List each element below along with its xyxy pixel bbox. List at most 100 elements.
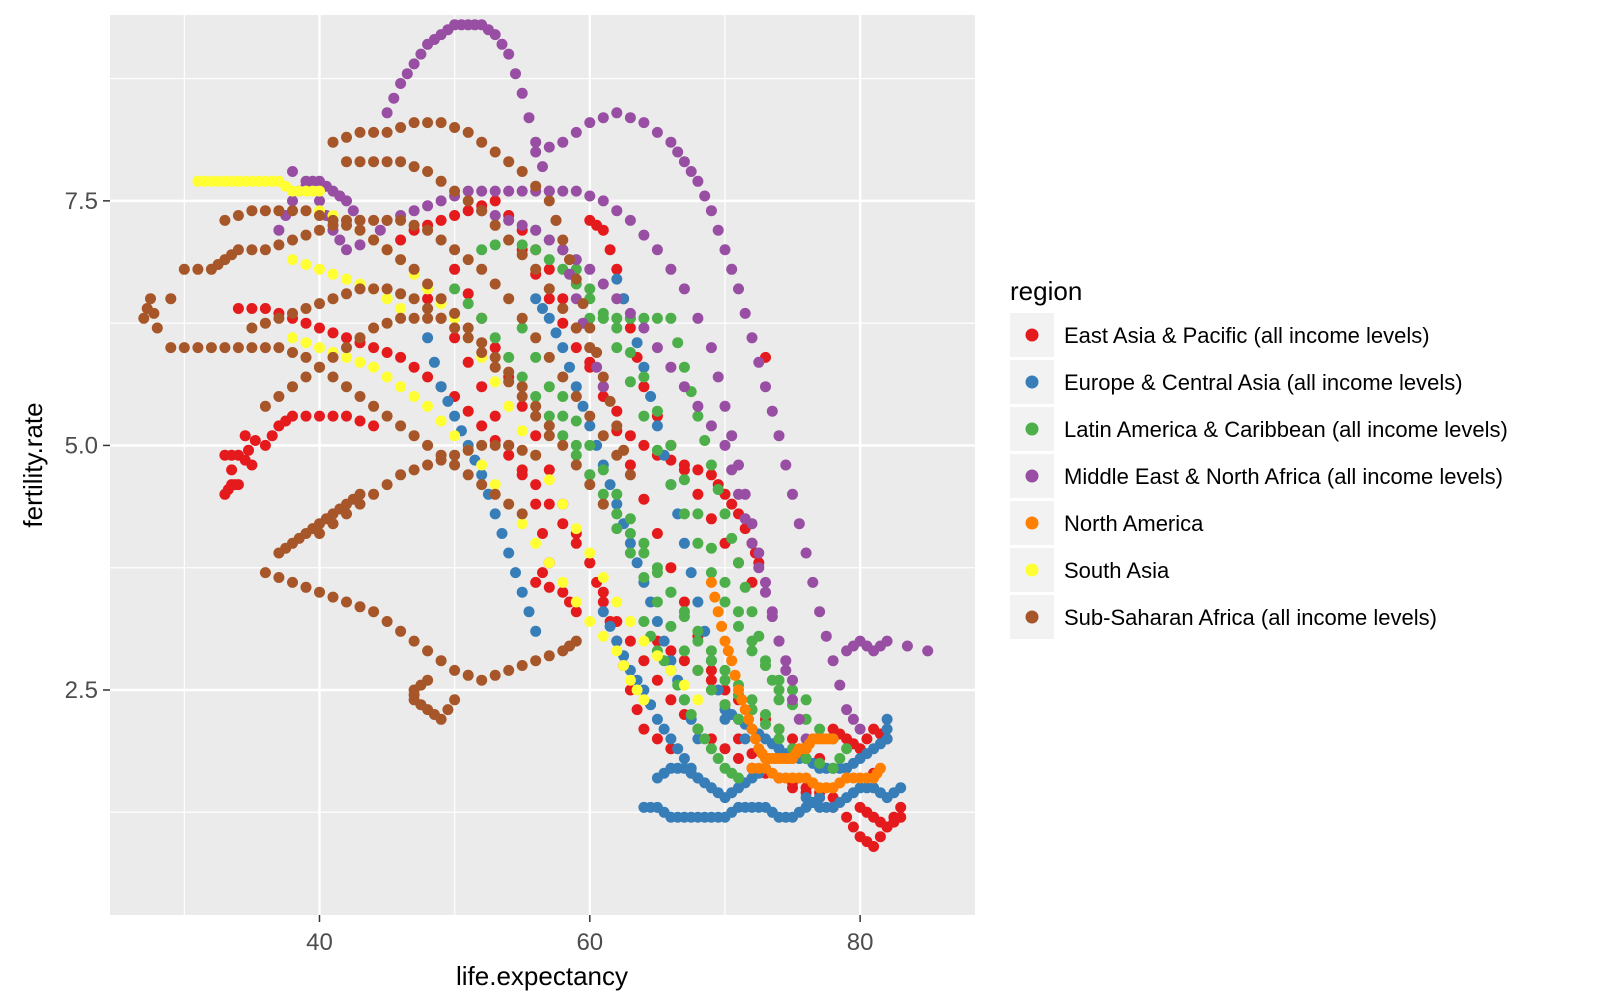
data-point: [503, 48, 515, 60]
data-point: [368, 361, 380, 373]
data-point: [692, 723, 704, 735]
data-point: [624, 635, 636, 647]
data-point: [557, 518, 569, 530]
data-point: [381, 126, 393, 138]
data-point: [705, 469, 717, 481]
data-point: [503, 376, 515, 388]
data-point: [287, 307, 298, 319]
data-point: [489, 342, 501, 354]
data-point: [665, 664, 677, 676]
data-point: [395, 351, 407, 363]
data-point: [327, 268, 339, 280]
data-point: [719, 439, 731, 451]
data-point: [841, 704, 853, 716]
data-point: [665, 361, 677, 373]
data-point: [300, 317, 312, 329]
data-point: [584, 469, 596, 481]
x-axis-title: life.expectancy: [456, 961, 628, 991]
data-point: [733, 557, 744, 569]
data-point: [739, 307, 751, 319]
data-point: [489, 508, 501, 520]
data-point: [564, 254, 575, 266]
data-point: [868, 841, 880, 852]
data-point: [658, 723, 670, 735]
data-point: [638, 439, 650, 451]
data-point: [705, 645, 717, 657]
data-point: [449, 244, 461, 256]
data-point: [287, 332, 298, 344]
legend-title: region: [1010, 276, 1082, 306]
data-point: [638, 322, 650, 334]
data-point: [259, 317, 271, 329]
grid-major: [110, 15, 975, 915]
data-point: [773, 723, 785, 735]
data-point: [314, 185, 325, 197]
data-point: [841, 811, 853, 823]
data-point: [874, 831, 886, 843]
data-point: [516, 166, 528, 177]
data-point: [239, 430, 251, 442]
data-point: [760, 709, 771, 720]
data-point: [814, 606, 826, 618]
data-point: [516, 518, 528, 530]
data-point: [476, 136, 488, 148]
data-point: [516, 508, 528, 520]
series-2: [449, 224, 853, 784]
data-point: [705, 655, 717, 667]
data-point: [827, 733, 839, 745]
data-point: [651, 674, 663, 686]
data-point: [314, 342, 325, 354]
data-point: [273, 205, 285, 217]
data-point: [287, 166, 298, 177]
data-point: [395, 303, 407, 314]
legend-key-dot: [1025, 422, 1039, 436]
data-point: [895, 811, 907, 823]
data-point: [435, 293, 447, 305]
data-point: [739, 581, 751, 593]
legend-label: South Asia: [1064, 558, 1170, 583]
data-point: [543, 254, 555, 266]
data-point: [584, 420, 596, 432]
y-axis-title: fertility.rate: [18, 402, 48, 527]
data-point: [726, 498, 738, 510]
data-point: [716, 620, 728, 632]
data-point: [814, 757, 826, 769]
data-point: [584, 547, 596, 559]
data-point: [462, 444, 474, 456]
data-point: [314, 210, 325, 221]
data-point: [530, 576, 542, 588]
data-point: [516, 185, 528, 197]
x-tick-label: 60: [576, 929, 603, 956]
data-point: [476, 420, 488, 432]
data-point: [705, 342, 717, 354]
data-point: [557, 586, 569, 598]
data-point: [611, 293, 623, 305]
data-point: [651, 126, 663, 138]
data-point: [638, 635, 650, 647]
data-point: [273, 391, 285, 402]
data-point: [530, 479, 542, 491]
data-point: [462, 126, 474, 138]
data-point: [692, 635, 704, 647]
data-point: [638, 537, 650, 549]
data-point: [381, 317, 393, 329]
data-point: [638, 229, 650, 241]
data-point: [300, 229, 312, 241]
data-point: [462, 332, 474, 344]
data-point: [651, 244, 663, 256]
data-point: [476, 439, 488, 451]
data-point: [462, 205, 474, 217]
data-point: [733, 283, 744, 295]
data-point: [395, 420, 407, 432]
data-point: [246, 459, 258, 471]
data-point: [746, 332, 758, 344]
legend-key-dot: [1025, 563, 1039, 577]
data-point: [354, 391, 366, 402]
data-point: [705, 664, 717, 676]
data-point: [368, 420, 380, 432]
data-point: [570, 635, 582, 647]
data-point: [219, 342, 231, 354]
data-point: [665, 136, 677, 148]
data-point: [354, 488, 366, 500]
y-tick-label: 5.0: [65, 432, 98, 459]
